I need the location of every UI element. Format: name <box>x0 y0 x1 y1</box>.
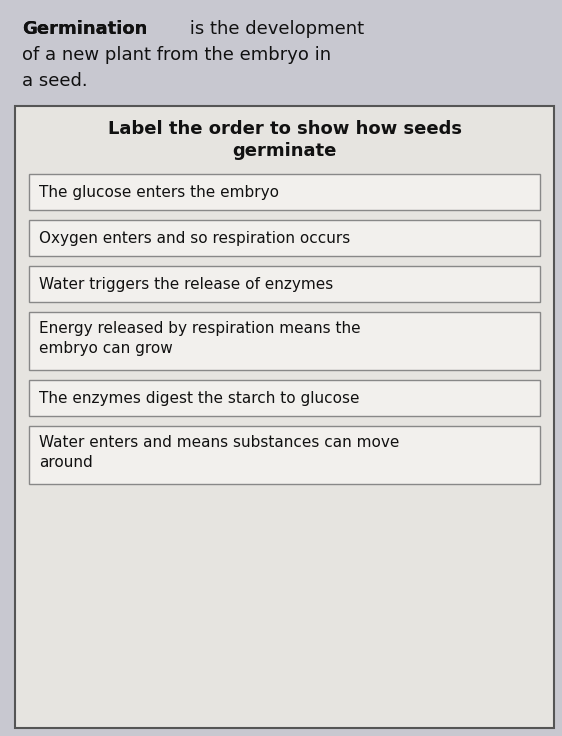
FancyBboxPatch shape <box>15 106 554 728</box>
Text: Energy released by respiration means the: Energy released by respiration means the <box>39 321 361 336</box>
Text: germinate: germinate <box>232 142 337 160</box>
Text: is the development: is the development <box>184 20 364 38</box>
Text: Germination: Germination <box>22 20 147 38</box>
FancyBboxPatch shape <box>29 380 540 416</box>
Text: Label the order to show how seeds: Label the order to show how seeds <box>107 120 461 138</box>
Text: of a new plant from the embryo in: of a new plant from the embryo in <box>22 46 331 64</box>
Text: embryo can grow: embryo can grow <box>39 341 173 356</box>
Text: The glucose enters the embryo: The glucose enters the embryo <box>39 185 279 199</box>
Text: around: around <box>39 455 93 470</box>
Text: Water triggers the release of enzymes: Water triggers the release of enzymes <box>39 277 333 291</box>
FancyBboxPatch shape <box>29 174 540 210</box>
Text: Water enters and means substances can move: Water enters and means substances can mo… <box>39 435 400 450</box>
FancyBboxPatch shape <box>29 220 540 256</box>
FancyBboxPatch shape <box>29 266 540 302</box>
Text: Oxygen enters and so respiration occurs: Oxygen enters and so respiration occurs <box>39 230 350 246</box>
FancyBboxPatch shape <box>29 312 540 370</box>
Text: Germination: Germination <box>22 20 147 38</box>
Text: The enzymes digest the starch to glucose: The enzymes digest the starch to glucose <box>39 391 360 406</box>
FancyBboxPatch shape <box>29 426 540 484</box>
Text: a seed.: a seed. <box>22 72 88 90</box>
